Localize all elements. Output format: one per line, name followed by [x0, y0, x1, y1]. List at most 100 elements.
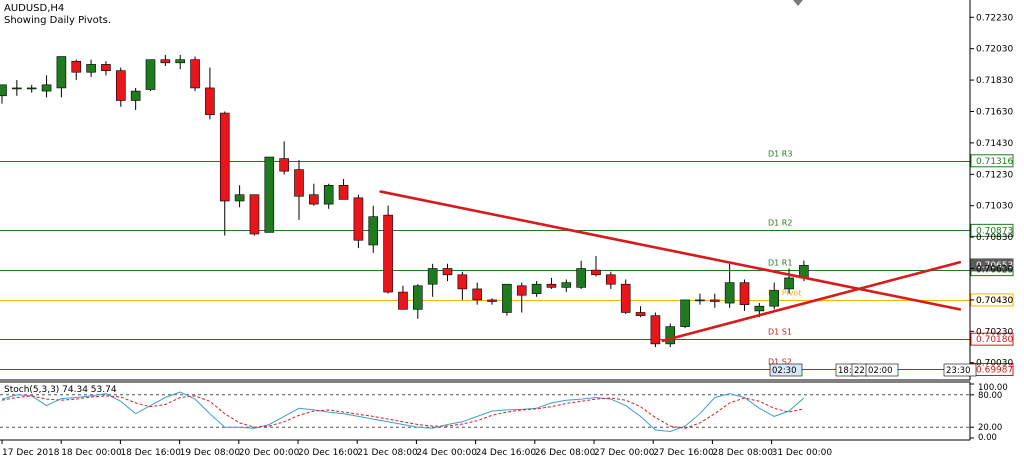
chart-title: AUDUSD,H4: [4, 3, 64, 14]
candle-body: [561, 282, 572, 288]
candle-body: [12, 87, 22, 90]
bull-candle: [680, 299, 690, 329]
price-tag-box: [970, 223, 1014, 237]
candle-body: [71, 60, 82, 73]
bull-candle: [0, 84, 7, 104]
price-tick-label: 0.70630: [976, 265, 1013, 275]
candle-body: [205, 87, 215, 115]
shift-marker-icon[interactable]: [793, 0, 803, 6]
candle-body: [160, 59, 171, 64]
price-tick-label: 0.71430: [976, 139, 1013, 149]
bear-candle: [709, 293, 720, 308]
candle-body: [754, 305, 765, 312]
price-tag-box: [970, 154, 1014, 168]
price-tick-label: 0.70430: [976, 296, 1013, 306]
bear-candle: [338, 179, 349, 200]
bull-candle: [427, 263, 438, 297]
stoch-series-signal: [1, 395, 805, 429]
candle-body: [323, 184, 334, 205]
pivot-label: D1 R3: [768, 150, 792, 159]
time-tick-label: 27 Dec 16:00: [653, 448, 714, 458]
bear-candle: [650, 312, 661, 348]
candle-body: [86, 64, 96, 73]
bear-candle: [442, 263, 453, 282]
time-marker-box: [769, 363, 803, 377]
price-tag-label: 0.70873: [976, 226, 1013, 236]
pivot-label: D1 S1: [768, 328, 792, 337]
candle-body: [26, 87, 37, 90]
bear-candle: [739, 279, 750, 311]
bear-candle: [635, 306, 646, 318]
bull-candle: [502, 283, 512, 316]
price-tick-label: 0.71630: [976, 107, 1013, 117]
bull-candle: [784, 268, 794, 294]
bull-candle: [576, 260, 586, 289]
price-tick-label: 0.71230: [976, 170, 1013, 180]
bull-candle: [695, 293, 705, 305]
price-tick-label: 0.70830: [976, 233, 1013, 243]
price-tag-label: 0.69987: [976, 365, 1013, 375]
candle-body: [739, 282, 750, 305]
price-tick-label: 0.70230: [976, 327, 1013, 337]
candle-body: [724, 282, 735, 304]
candle-body: [665, 326, 676, 345]
price-panel: AUDUSD,H4 Showing Daily Pivots. D1 R3 D1 …: [0, 0, 1014, 381]
bull-candle: [234, 185, 245, 208]
price-tag-box: [970, 332, 1014, 346]
trendline-descending: [379, 190, 962, 311]
candle-body: [635, 312, 646, 316]
bear-candle: [472, 282, 483, 305]
price-tag-box: [970, 258, 1014, 272]
bear-candle: [620, 279, 631, 315]
trendline-ascending: [661, 260, 962, 343]
time-marker-label: 02:30: [772, 366, 797, 376]
price-tag-label: 0.70180: [976, 335, 1013, 345]
candle-body: [709, 299, 720, 302]
candle-body: [368, 216, 379, 246]
stoch-tick-label: 20.00: [978, 423, 1002, 433]
pivot-label: D1 R2: [768, 219, 792, 228]
time-tick-label: 20 Dec 16:00: [298, 448, 359, 458]
bull-candle: [531, 281, 542, 297]
time-tick-label: 20 Dec 00:00: [239, 448, 300, 458]
bull-candle: [665, 323, 676, 348]
bear-candle: [101, 61, 111, 76]
candle-body: [487, 299, 497, 302]
candle-body: [784, 277, 794, 290]
time-marker-box: [943, 363, 977, 377]
pivot-label: D1 Pivot: [768, 289, 801, 298]
candle-body: [56, 56, 67, 89]
time-tick-label: 31 Dec 00:00: [772, 448, 833, 458]
bull-candle: [175, 54, 185, 70]
bull-candle: [769, 282, 780, 310]
bull-candle: [130, 87, 141, 110]
candle-body: [116, 70, 126, 101]
price-tag-label: 0.71316: [976, 157, 1013, 167]
candle-body: [546, 283, 557, 288]
candle-body: [412, 285, 423, 310]
time-tick-label: 18 Dec 00:00: [61, 448, 122, 458]
stoch-title: Stoch(5,3,3) 74.34 53.74: [4, 385, 117, 395]
bear-candle: [116, 67, 126, 107]
candle-body: [130, 90, 141, 101]
candle-body: [249, 194, 260, 235]
bull-candle: [145, 59, 156, 92]
bull-candle: [724, 263, 735, 308]
candle-body: [145, 59, 156, 90]
bull-candle: [561, 279, 572, 293]
candle-body: [294, 169, 304, 197]
candle-body: [769, 290, 780, 307]
stoch-tick-label: 0.00: [978, 433, 997, 443]
time-tick-label: 28 Dec 08:00: [712, 448, 773, 458]
stoch-tick-label: 100.00: [978, 383, 1008, 393]
time-marker-label: 23:30: [946, 366, 971, 376]
pivot-label: D1 S2: [768, 358, 792, 367]
price-tick-label: 0.70030: [976, 359, 1013, 369]
bear-candle: [71, 59, 82, 81]
candle-body: [264, 156, 275, 233]
bull-candle: [264, 156, 275, 233]
time-tick-label: 17 Dec 2018: [2, 448, 60, 458]
bear-candle: [353, 194, 364, 249]
